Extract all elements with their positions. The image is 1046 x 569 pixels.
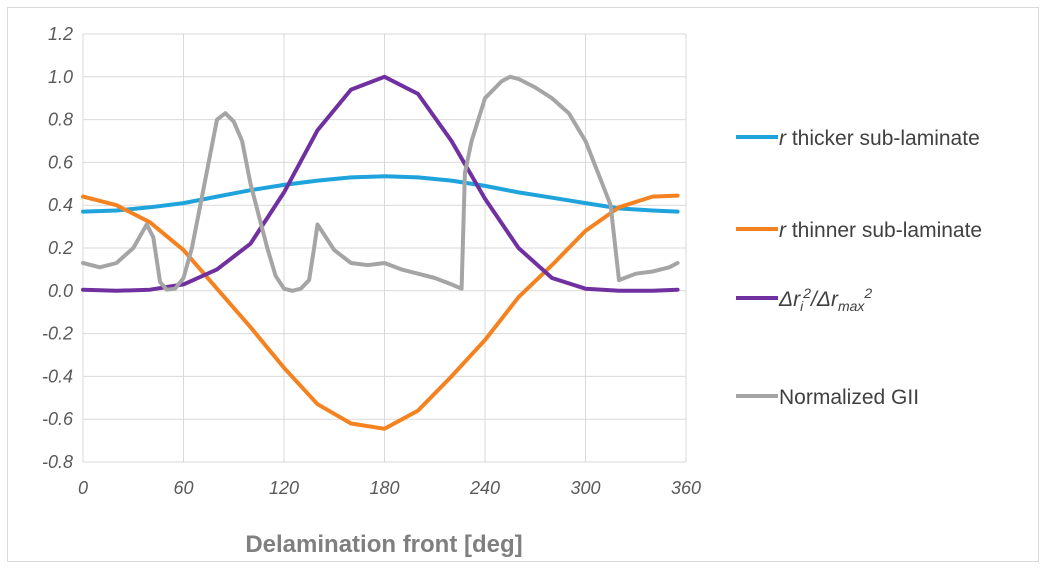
legend-entry-4: Normalized GII [779, 386, 919, 409]
y-tick-label: -0.2 [42, 324, 73, 344]
series-line-4 [81, 74, 680, 293]
legend-entry-2: r thinner sub-laminate [779, 219, 982, 242]
x-tick-label: 60 [173, 478, 193, 498]
x-tick-label: 240 [469, 478, 500, 498]
y-tick-label: 0.0 [48, 281, 73, 301]
series-line-2 [81, 193, 680, 431]
y-tick-label: 0.8 [48, 110, 73, 130]
x-axis-title: Delamination front [deg] [245, 531, 522, 558]
legend-entry-3: Δri2/Δrmax2 [778, 285, 872, 314]
series-line-1 [81, 174, 680, 214]
series-lines [81, 74, 680, 431]
tick-labels: -0.8 -0.6 -0.4 -0.2 0.0 0.2 0.4 0.6 0.8 1.0 1.2 0 60… [42, 24, 701, 498]
legend: r thicker sub-laminate r thinner sub-lami… [736, 127, 982, 409]
y-tick-label: 1.2 [48, 24, 73, 44]
y-tick-label: 1.0 [48, 67, 73, 87]
x-tick-label: 0 [78, 478, 88, 498]
y-tick-label: 0.6 [48, 152, 74, 172]
legend-entry-1: r thicker sub-laminate [779, 127, 980, 150]
x-tick-label: 300 [570, 478, 600, 498]
x-tick-label: 180 [369, 478, 399, 498]
y-tick-label: -0.8 [42, 452, 73, 472]
x-tick-label: 360 [671, 478, 701, 498]
series-line-3 [81, 74, 680, 293]
y-tick-label: -0.4 [42, 366, 73, 386]
x-tick-label: 120 [269, 478, 299, 498]
y-tick-label: 0.4 [48, 195, 73, 215]
y-tick-label: 0.2 [48, 238, 73, 258]
y-tick-label: -0.6 [42, 409, 74, 429]
